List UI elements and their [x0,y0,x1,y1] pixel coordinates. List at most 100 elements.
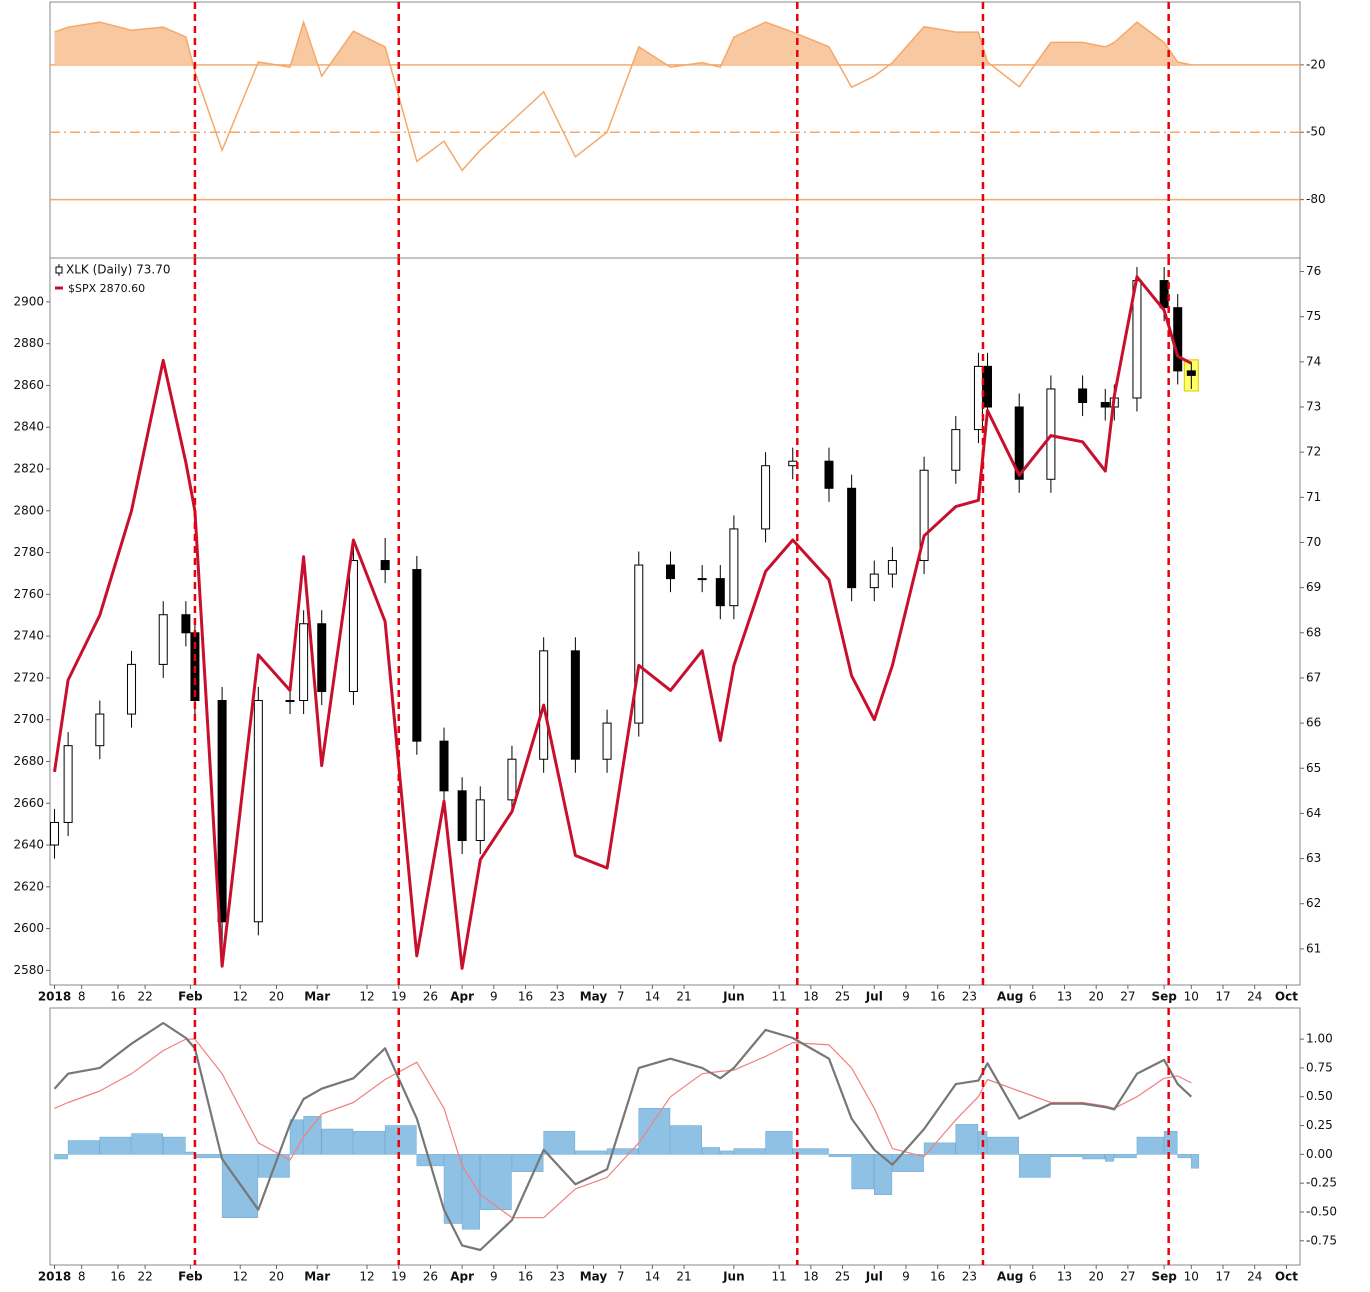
x-tick-label: Jun [722,1270,745,1284]
histogram-bar [384,1125,417,1155]
histogram-bar [851,1154,875,1190]
y2-tick-label: 72 [1306,445,1321,459]
x-tick-label: 6 [1029,1270,1037,1284]
y-tick-label: 2820 [13,461,44,475]
panel-frame [49,257,1301,986]
candle-body [380,560,390,571]
histogram-bar [321,1128,354,1155]
y-tick-label: 2780 [13,545,44,559]
y-tick-label: 2880 [13,336,44,350]
histogram-bar [720,1150,734,1155]
y-tick-label: 2840 [13,420,44,434]
histogram-bar [765,1131,793,1155]
y2-tick-label: 76 [1306,264,1321,278]
x-tick-label: 24 [1247,1270,1262,1284]
histogram-bar [733,1148,766,1155]
x-tick-label: Oct [1275,990,1298,1004]
y-tick-label: -20 [1306,57,1326,71]
candle-body [299,623,309,702]
y-tick-label: 2600 [13,921,44,935]
x-tick-label: Feb [178,1270,203,1284]
y2-tick-label: 75 [1306,309,1321,323]
y-tick-label: 2740 [13,629,44,643]
x-tick-label: May [580,990,608,1004]
x-tick-label: 23 [550,990,565,1004]
area-fill [54,22,1192,65]
x-tick-label: 22 [137,1270,152,1284]
y-tick-label: 2720 [13,670,44,684]
y-tick-label: -50 [1306,125,1326,139]
y-tick-label: -0.75 [1306,1233,1337,1247]
histogram-bar [1050,1154,1083,1157]
x-tick-label: Feb [178,990,203,1004]
x-tick-label: 16 [518,990,533,1004]
x-tick-label: 10 [1184,990,1199,1004]
candle-body [317,623,327,692]
y-tick-label: 2860 [13,378,44,392]
x-tick-label: 19 [391,1270,406,1284]
candle-body [634,564,644,724]
x-tick-label: 16 [930,990,945,1004]
histogram-bar [185,1151,195,1155]
y-tick-label: 2580 [13,963,44,977]
x-tick-label: May [580,1270,608,1284]
x-tick-label: 13 [1057,990,1072,1004]
y-tick-label: 2900 [13,294,44,308]
x-tick-label: 12 [233,990,248,1004]
candle-body [665,564,675,580]
histogram-bar [1018,1154,1051,1178]
candle-body [1186,370,1196,376]
histogram-bar [303,1116,322,1155]
histogram-bar [131,1133,163,1155]
histogram-bar [638,1108,671,1155]
candle-body [412,569,422,742]
candle-body [348,560,358,692]
x-tick-label: Sep [1151,990,1177,1004]
x-tick-label: 11 [772,1270,787,1284]
candle-body [570,650,580,760]
candle-body [95,713,105,747]
candle-body [457,790,467,842]
candle-body [788,460,798,467]
legend-icon [55,266,63,274]
x-tick-label: 16 [518,1270,533,1284]
histogram-bar [892,1154,924,1172]
x-tick-label: 8 [78,990,86,1004]
histogram-bar [67,1140,100,1155]
x-tick-label: 17 [1215,990,1230,1004]
y-tick-label: 1.00 [1306,1032,1333,1046]
candle-body [127,663,137,715]
x-tick-label: 23 [962,1270,977,1284]
y-tick-label: 0.00 [1306,1147,1333,1161]
x-tick-label: 27 [1120,1270,1135,1284]
histogram-bar [701,1147,721,1155]
histogram-bar [221,1154,259,1218]
histogram-bar [194,1154,222,1159]
x-tick-label: Jul [865,1270,883,1284]
x-tick-label: 26 [423,990,438,1004]
line [54,1038,1192,1219]
candle-body [507,758,517,801]
y-tick-label: 2680 [13,754,44,768]
y-tick-label: 0.25 [1306,1118,1333,1132]
x-tick-label: 14 [645,1270,660,1284]
candle-body [847,487,857,589]
x-tick-label: 9 [902,990,910,1004]
x-tick-label: 14 [645,990,660,1004]
x-tick-label: 13 [1057,1270,1072,1284]
y2-tick-label: 66 [1306,716,1321,730]
histogram-bar [670,1125,702,1155]
y-tick-label: 2760 [13,587,44,601]
x-tick-label: 8 [78,1270,86,1284]
histogram-bar [480,1154,512,1210]
line [53,1021,1193,1252]
x-tick-label: 18 [803,990,818,1004]
candle-body [63,745,73,823]
x-tick-label: Mar [304,1270,330,1284]
candle-body [951,429,961,471]
histogram-bar [1082,1154,1106,1160]
x-tick-label: Mar [304,990,330,1004]
histogram-bar [1191,1154,1200,1169]
y2-tick-label: 61 [1306,941,1321,955]
